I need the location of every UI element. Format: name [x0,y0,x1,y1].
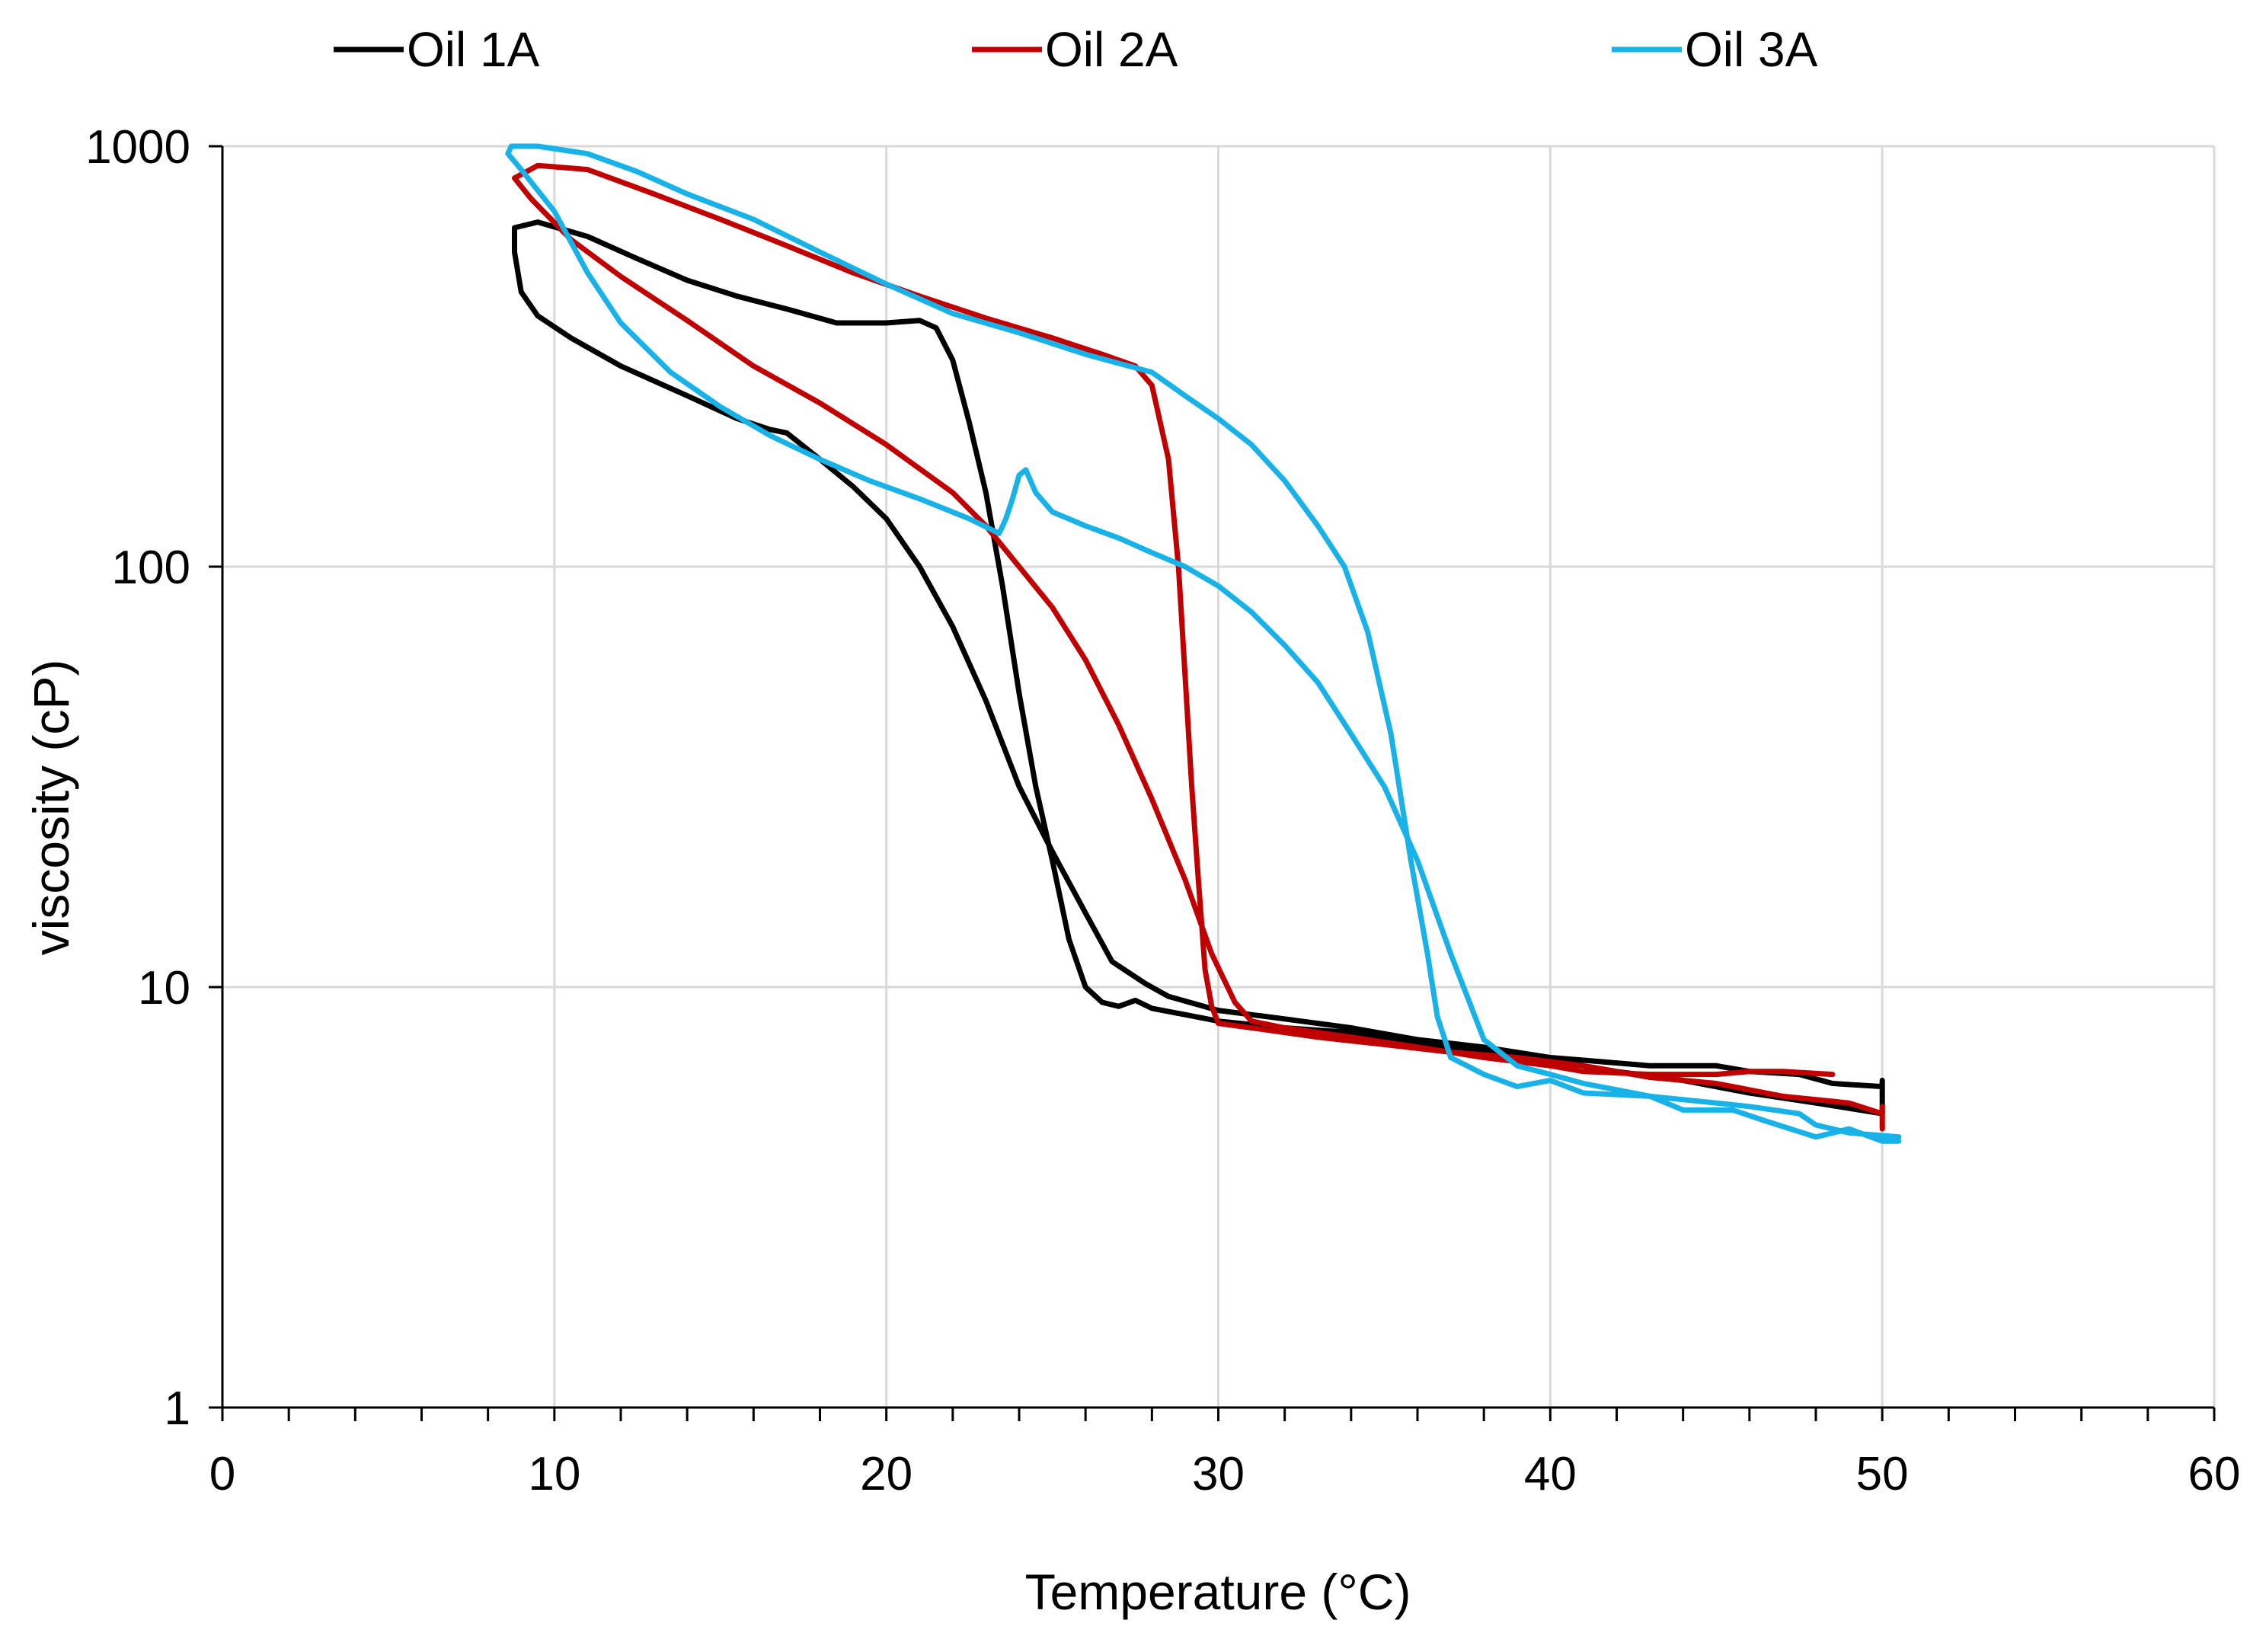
legend-item: Oil 1A [334,22,540,77]
x-tick-label: 40 [1524,1448,1577,1500]
x-tick-label: 20 [860,1448,912,1500]
x-tick-label: 60 [2188,1448,2241,1500]
axes [209,145,2216,1421]
x-tick-label: 30 [1192,1448,1245,1500]
x-tick-label: 0 [209,1448,235,1500]
grid-lines [222,145,2216,1408]
y-tick-label: 100 [112,542,190,594]
legend-label: Oil 1A [407,22,540,77]
x-axis-title: Temperature (°C) [1025,1564,1411,1620]
y-tick-label: 1000 [85,121,190,174]
x-tick-label: 50 [1856,1448,1909,1500]
legend-label: Oil 2A [1045,22,1178,77]
y-axis-title: viscosity (cP) [23,660,79,956]
x-tick-label: 10 [528,1448,580,1500]
series-line-oil-1a [512,219,1885,1117]
series-lines [505,143,1902,1144]
y-tick-label: 1 [165,1382,190,1435]
tick-labels: 0 10 20 30 40 50 60 1 10 100 1000 [85,121,2240,1500]
y-tick-label: 10 [138,962,190,1015]
legend-label: Oil 3A [1685,22,1818,77]
series-line-oil-3a [505,143,1902,1144]
legend-item: Oil 2A [972,22,1178,77]
legend: Oil 1A Oil 2A Oil 3A [334,22,1818,77]
legend-item: Oil 3A [1612,22,1818,77]
series-line-oil-2a [512,162,1885,1132]
